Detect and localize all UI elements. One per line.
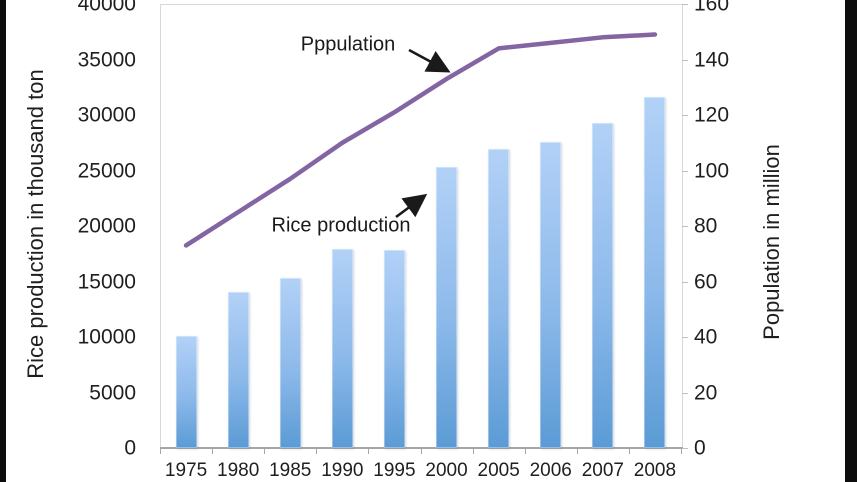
right-tick-100: 100 <box>694 159 730 182</box>
left-tick-30000: 30000 <box>77 103 136 127</box>
population-label: Pppulation <box>300 33 396 56</box>
bottom-tick-mark <box>212 448 214 454</box>
x-tick-1995: 1995 <box>373 460 416 481</box>
x-tick-1985: 1985 <box>269 460 312 481</box>
right-tick-mark <box>682 59 688 61</box>
bar-2007 <box>592 122 614 448</box>
bottom-tick-mark <box>316 448 318 454</box>
x-tick-2008: 2008 <box>633 460 677 481</box>
left-tick-10000: 10000 <box>77 325 136 349</box>
left-axis-title: Rice production in thousand ton <box>23 69 48 379</box>
left-tick-35000: 35000 <box>77 48 136 71</box>
left-tick-5000: 5000 <box>89 381 136 404</box>
bottom-tick-mark <box>368 448 370 454</box>
bottom-tick-mark <box>160 448 161 454</box>
right-tick-mark <box>682 170 688 172</box>
right-tick-mark <box>682 4 688 5</box>
bar-2005 <box>488 149 510 448</box>
right-tick-60: 60 <box>694 270 718 293</box>
right-tick-40: 40 <box>694 325 718 349</box>
x-tick-1975: 1975 <box>164 460 208 481</box>
left-tick-25000: 25000 <box>77 159 136 182</box>
left-black-band <box>0 0 6 482</box>
bar-1995 <box>383 249 405 448</box>
bottom-tick-mark <box>472 448 474 454</box>
right-tick-mark <box>682 226 688 227</box>
rice-production-label: Rice production <box>271 214 411 237</box>
right-tick-120: 120 <box>694 103 730 127</box>
left-tick-20000: 20000 <box>77 214 136 238</box>
bar-1980 <box>227 291 249 448</box>
right-tick-80: 80 <box>694 214 718 238</box>
left-tick-40000: 40000 <box>77 0 136 16</box>
x-tick-2005: 2005 <box>477 460 520 481</box>
x-tick-2000: 2000 <box>425 460 468 481</box>
right-tick-mark <box>682 337 688 338</box>
bottom-tick-mark <box>628 448 630 454</box>
bar-2000 <box>436 167 458 448</box>
bottom-tick-mark <box>576 448 578 454</box>
bottom-tick-mark <box>524 448 526 454</box>
right-tick-mark <box>682 115 688 116</box>
bar-1985 <box>279 278 301 448</box>
right-tick-0: 0 <box>694 436 706 460</box>
bar-1990 <box>331 249 353 448</box>
bottom-tick-mark <box>420 448 422 454</box>
left-tick-15000: 15000 <box>77 270 136 293</box>
x-tick-2006: 2006 <box>529 460 572 481</box>
x-tick-1990: 1990 <box>321 460 364 481</box>
bottom-tick-mark <box>681 448 682 454</box>
right-tick-160: 160 <box>694 0 730 16</box>
left-tick-0: 0 <box>124 436 136 460</box>
right-black-band <box>845 0 857 482</box>
bar-2006 <box>540 141 562 448</box>
bar-2008 <box>644 97 666 448</box>
x-tick-2007: 2007 <box>581 460 624 481</box>
right-tick-mark <box>682 448 688 449</box>
right-tick-mark <box>682 281 688 283</box>
right-tick-140: 140 <box>694 48 730 71</box>
x-tick-1980: 1980 <box>217 460 260 481</box>
right-tick-mark <box>682 392 688 394</box>
x-axis-line <box>160 447 683 449</box>
right-axis-title: Population in million <box>759 144 784 340</box>
bar-1975 <box>175 335 197 448</box>
bottom-tick-mark <box>264 448 266 454</box>
right-tick-20: 20 <box>694 381 718 404</box>
